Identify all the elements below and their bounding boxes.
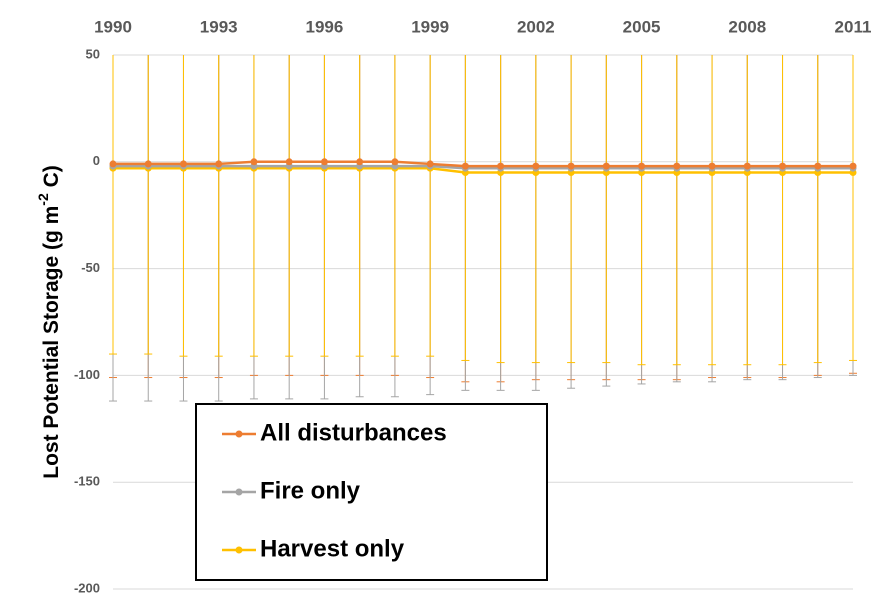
x-tick-label: 1990 xyxy=(94,17,132,36)
error-bar xyxy=(320,55,329,357)
x-tick-label: 2011 xyxy=(835,17,872,36)
legend-label: Harvest only xyxy=(260,535,405,562)
point xyxy=(179,160,187,168)
point xyxy=(567,162,575,170)
error-bar xyxy=(849,55,857,361)
x-tick-label: 2005 xyxy=(623,17,661,36)
error-bar xyxy=(390,55,399,357)
point xyxy=(426,160,434,168)
point xyxy=(320,158,328,166)
error-bar xyxy=(602,55,611,364)
legend-marker xyxy=(235,546,243,554)
point xyxy=(391,158,399,166)
point xyxy=(638,162,646,170)
point xyxy=(285,158,293,166)
point xyxy=(779,162,787,170)
error-bar xyxy=(355,55,364,357)
error-bar xyxy=(496,55,505,364)
legend-label: All disturbances xyxy=(260,419,447,446)
x-tick-label: 1996 xyxy=(306,17,344,36)
legend-label: Fire only xyxy=(260,477,361,504)
error-bar xyxy=(179,55,188,357)
x-tick-label: 1999 xyxy=(411,17,449,36)
x-tick-label: 1993 xyxy=(200,17,238,36)
series-line xyxy=(113,160,853,168)
legend-marker xyxy=(235,488,243,496)
error-bar xyxy=(214,55,223,357)
x-tick-label: 2002 xyxy=(517,17,555,36)
plot-area xyxy=(109,55,857,402)
y-tick-label: -100 xyxy=(74,367,100,382)
point xyxy=(250,158,258,166)
error-bar xyxy=(567,55,576,364)
error-bar xyxy=(285,55,294,357)
y-tick-label: 0 xyxy=(93,153,100,168)
y-tick-label: -150 xyxy=(74,474,100,489)
point xyxy=(356,158,364,166)
error-bar xyxy=(461,55,470,361)
point xyxy=(814,162,822,170)
point xyxy=(144,160,152,168)
y-tick-label: -200 xyxy=(74,580,100,595)
point xyxy=(673,162,681,170)
point xyxy=(849,162,857,170)
series-line xyxy=(113,164,853,170)
y-label-suffix: C) xyxy=(40,165,63,193)
y-tick-label: 50 xyxy=(86,46,100,61)
y-axis-label: Lost Potential Storage (g m-2 C) xyxy=(35,165,63,478)
point xyxy=(461,162,469,170)
error-bar xyxy=(813,55,822,364)
series-line xyxy=(113,166,853,174)
y-label-text: Lost Potential Storage (g m xyxy=(40,206,63,479)
legend: All disturbances Fire only Harvest only xyxy=(222,419,447,562)
error-bar xyxy=(531,55,540,364)
point xyxy=(497,162,505,170)
point xyxy=(743,162,751,170)
error-bar xyxy=(426,55,435,357)
point xyxy=(109,160,117,168)
y-tick-label: -50 xyxy=(81,260,100,275)
point xyxy=(532,162,540,170)
x-tick-label: 2008 xyxy=(728,17,766,36)
legend-marker xyxy=(235,430,243,438)
point xyxy=(215,160,223,168)
error-bar xyxy=(109,55,117,355)
y-label-superscript: -2 xyxy=(35,193,51,206)
error-bar xyxy=(144,55,153,355)
error-bar xyxy=(249,55,258,357)
point xyxy=(708,162,716,170)
point xyxy=(602,162,610,170)
